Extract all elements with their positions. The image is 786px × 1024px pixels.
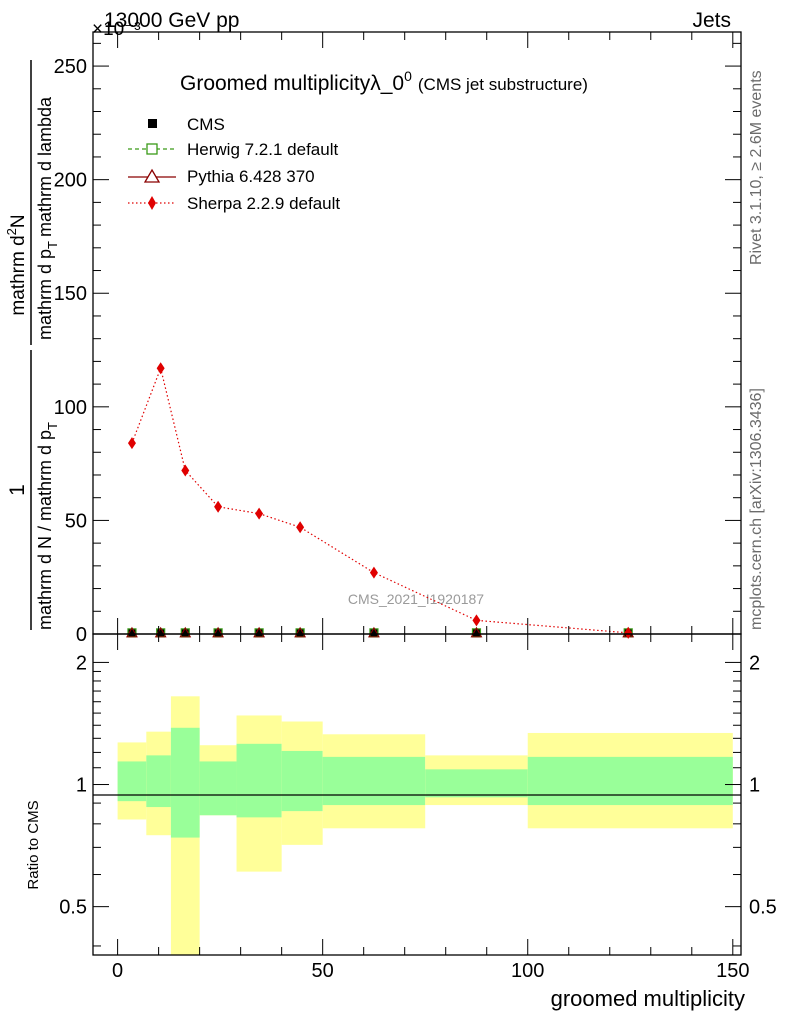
ratio-inner-band-5	[281, 750, 323, 812]
legend-label-cms: CMS	[187, 115, 225, 134]
sherpa-point	[156, 362, 165, 375]
ylabel-prefix-denominator: mathrm d N / mathrm d pT	[35, 422, 60, 630]
cms-point	[181, 628, 190, 637]
legend: CMS Herwig 7.2.1 default Pythia 6.428 37…	[128, 115, 340, 213]
energy-label: 13000 GeV pp	[104, 9, 239, 32]
sherpa-point	[214, 500, 223, 513]
ratio-y-tick-label: 0.5	[59, 897, 87, 919]
pythia-point	[294, 626, 307, 638]
ratio-inner-band-3	[199, 761, 237, 816]
sherpa-point	[624, 626, 633, 639]
analysis-watermark: CMS_2021_I1920187	[348, 591, 484, 607]
ratio-y-tick-label-right: 2	[749, 652, 760, 674]
sherpa-point	[369, 566, 378, 579]
cms-point	[296, 628, 305, 637]
exponent-label: ×10⁻³	[92, 19, 141, 40]
x-tick-label: 0	[112, 960, 123, 982]
pythia-point	[470, 626, 483, 638]
category-label: Jets	[692, 9, 731, 32]
ylabel-prefix-den-sub: T	[45, 422, 60, 430]
cms-point	[369, 628, 378, 637]
ratio-inner-band-6	[322, 756, 426, 806]
x-axis-label: groomed multiplicity	[551, 986, 745, 1011]
cms-point	[127, 628, 136, 637]
ylabel-main-den-text: mathrm d p	[35, 249, 55, 340]
ratio-y-tick-label: 2	[76, 652, 87, 674]
sherpa-point	[472, 614, 481, 627]
ylabel-main-num-text: mathrm d	[8, 235, 29, 315]
cms-point	[214, 628, 223, 637]
sherpa-line	[131, 366, 629, 634]
x-tick-label: 150	[716, 960, 749, 982]
legend-marker-sherpa	[148, 196, 156, 210]
legend-entry-pythia: Pythia 6.428 370	[128, 167, 315, 186]
legend-entry-sherpa: Sherpa 2.2.9 default	[128, 194, 340, 213]
ylabel-main-num-sup: 2	[4, 228, 19, 235]
plot-title: Groomed multiplicityλ_00 (CMS jet substru…	[180, 68, 588, 95]
ylabel-prefix-numerator: 1	[6, 484, 29, 496]
rivet-label: Rivet 3.1.10, ≥ 2.6M events	[748, 70, 765, 265]
main-y-tick-label: 100	[54, 397, 87, 419]
sherpa-point	[296, 521, 305, 534]
legend-marker-cms	[148, 119, 157, 128]
ratio-plot-frame	[92, 633, 742, 956]
legend-marker-pythia	[143, 168, 161, 183]
cms-point	[472, 628, 481, 637]
ratio-inner-band-2	[170, 727, 200, 838]
cms-point	[255, 628, 264, 637]
ratio-inner-band-4	[236, 743, 282, 818]
sherpa-point	[181, 464, 190, 477]
plot-title-sup: 0	[404, 68, 412, 84]
ratio-y-tick-label-right: 0.5	[749, 897, 777, 919]
ratio-y-axis-label: Ratio to CMS	[25, 800, 42, 889]
sherpa-point	[127, 437, 136, 450]
ylabel-main-numerator: mathrm d2N	[4, 214, 29, 315]
ratio-inner-band-8	[527, 756, 733, 806]
legend-marker-herwig	[146, 143, 158, 155]
ratio-inner-band-7	[425, 769, 528, 798]
x-tick-label: 100	[511, 960, 544, 982]
ratio-y-tick-label-right: 1	[749, 775, 760, 797]
main-y-tick-label: 50	[65, 510, 87, 532]
pythia-point	[368, 626, 380, 638]
legend-label-pythia: Pythia 6.428 370	[187, 167, 315, 186]
main-series	[126, 362, 635, 639]
cms-point	[156, 628, 165, 637]
legend-label-sherpa: Sherpa 2.2.9 default	[187, 194, 340, 213]
ratio-inner-band-1	[146, 755, 171, 808]
ylabel-main-den-sub: T	[45, 241, 60, 249]
ylabel-main-den-rest: mathrm d lambda	[35, 96, 55, 237]
ratio-y-tick-label: 1	[76, 775, 87, 797]
main-y-tick-label: 0	[76, 624, 87, 646]
sherpa-point	[255, 507, 264, 520]
legend-label-herwig: Herwig 7.2.1 default	[187, 140, 338, 159]
plot-title-main: Groomed multiplicityλ_0	[180, 72, 404, 95]
pythia-point	[126, 626, 138, 638]
axis-ticks: 0 50 100 150 200 250 0 50 100 150 0.5 0.5 1 1 2 2	[54, 32, 777, 982]
pythia-point	[253, 626, 266, 638]
pythia-point	[179, 626, 192, 638]
mcplots-label: mcplots.cern.ch [arXiv:1306.3436]	[748, 388, 765, 630]
main-y-tick-label: 150	[54, 283, 87, 305]
ylabel-main-num-rest: N	[8, 214, 29, 228]
ratio-bands	[117, 696, 733, 955]
main-y-tick-label: 250	[54, 56, 87, 78]
ylabel-prefix-den-text: mathrm d N / mathrm d p	[35, 430, 55, 630]
legend-entry-cms: CMS	[148, 115, 225, 134]
ylabel-main-denominator: mathrm d pTmathrm d lambda	[35, 96, 60, 340]
legend-entry-herwig: Herwig 7.2.1 default	[128, 140, 338, 159]
pythia-point	[212, 626, 225, 638]
main-y-tick-label: 200	[54, 170, 87, 192]
x-tick-label: 50	[312, 960, 334, 982]
plot-title-sub: (CMS jet substructure)	[418, 75, 588, 94]
main-y-axis-label: 1 mathrm d N / mathrm d pT mathrm d2N ma…	[4, 60, 60, 630]
